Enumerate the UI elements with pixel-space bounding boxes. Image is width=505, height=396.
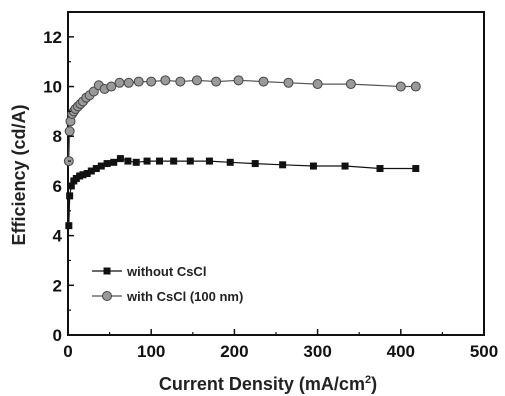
series-line-without-cscl <box>68 157 416 226</box>
legend-label-with-cscl: with CsCl (100 nm) <box>126 289 243 304</box>
x-axis-label-main: Current Density (mA/cm <box>159 374 365 394</box>
data-point-without-cscl <box>103 160 111 168</box>
data-point-without-cscl <box>170 157 178 165</box>
data-point-without-cscl <box>156 157 164 165</box>
data-point-without-cscl <box>110 158 118 166</box>
y-tick-label: 2 <box>53 276 62 295</box>
data-point-with-cscl <box>410 81 421 92</box>
data-point-with-cscl <box>345 79 356 90</box>
data-point-without-cscl <box>97 162 105 170</box>
data-point-without-cscl <box>66 192 74 200</box>
data-point-without-cscl <box>279 161 287 169</box>
axis-ticks: 0 100 200 300 400 500 0 2 4 6 8 10 12 <box>43 28 498 361</box>
legend: without CsCl with CsCl (100 nm) <box>92 264 243 304</box>
x-tick-label: 100 <box>137 342 165 361</box>
data-point-with-cscl <box>64 126 75 137</box>
data-point-with-cscl <box>283 77 294 88</box>
data-point-with-cscl <box>191 75 202 86</box>
x-tick-label: 200 <box>220 342 248 361</box>
series-layer <box>63 75 421 230</box>
data-point-with-cscl <box>175 76 186 87</box>
x-tick-label: 500 <box>470 342 498 361</box>
data-point-without-cscl <box>341 162 349 170</box>
data-point-with-cscl <box>106 81 117 92</box>
x-tick-label: 0 <box>63 342 72 361</box>
legend-label-without-cscl: without CsCl <box>126 264 206 279</box>
data-point-with-cscl <box>258 76 269 87</box>
data-point-without-cscl <box>79 171 87 179</box>
y-tick-label: 10 <box>43 78 62 97</box>
data-point-without-cscl <box>124 157 132 165</box>
x-axis-label-sup: 2 <box>365 374 371 386</box>
data-point-without-cscl <box>309 162 317 170</box>
data-point-without-cscl <box>186 157 194 165</box>
data-point-with-cscl <box>211 76 222 87</box>
data-point-with-cscl <box>160 75 171 86</box>
data-point-without-cscl <box>83 170 91 177</box>
x-tick-label: 300 <box>303 342 331 361</box>
data-point-with-cscl <box>114 77 125 88</box>
y-tick-label: 8 <box>53 127 62 146</box>
plot-frame <box>67 11 485 336</box>
series-line-with-cscl <box>68 79 416 162</box>
y-axis-label: Efficiency (cd/A) <box>9 104 29 245</box>
data-point-without-cscl <box>251 160 259 168</box>
plot-border <box>67 11 485 336</box>
y-tick-label: 6 <box>53 177 62 196</box>
data-point-with-cscl <box>395 81 406 92</box>
x-tick-label: 400 <box>387 342 415 361</box>
data-point-without-cscl <box>412 165 420 173</box>
data-point-without-cscl <box>87 167 95 175</box>
data-point-with-cscl <box>233 75 244 86</box>
data-point-with-cscl <box>123 77 134 88</box>
x-axis-label-end: ) <box>371 374 377 394</box>
data-point-without-cscl <box>65 222 73 230</box>
data-point-without-cscl <box>92 165 100 173</box>
y-tick-label: 4 <box>53 227 63 246</box>
data-point-without-cscl <box>143 157 151 165</box>
data-point-without-cscl <box>205 157 213 165</box>
data-point-with-cscl <box>133 76 144 87</box>
y-tick-label: 0 <box>53 326 62 345</box>
data-point-without-cscl <box>376 165 384 173</box>
legend-marker-circle <box>102 291 112 301</box>
x-axis-label: Current Density (mA/cm2) <box>159 374 377 394</box>
data-point-without-cscl <box>226 158 234 166</box>
y-tick-label: 12 <box>43 28 62 47</box>
data-point-with-cscl <box>146 76 157 87</box>
legend-marker-square <box>103 267 111 275</box>
data-point-without-cscl <box>116 155 124 163</box>
data-point-without-cscl <box>132 158 140 166</box>
data-point-with-cscl <box>312 79 323 90</box>
